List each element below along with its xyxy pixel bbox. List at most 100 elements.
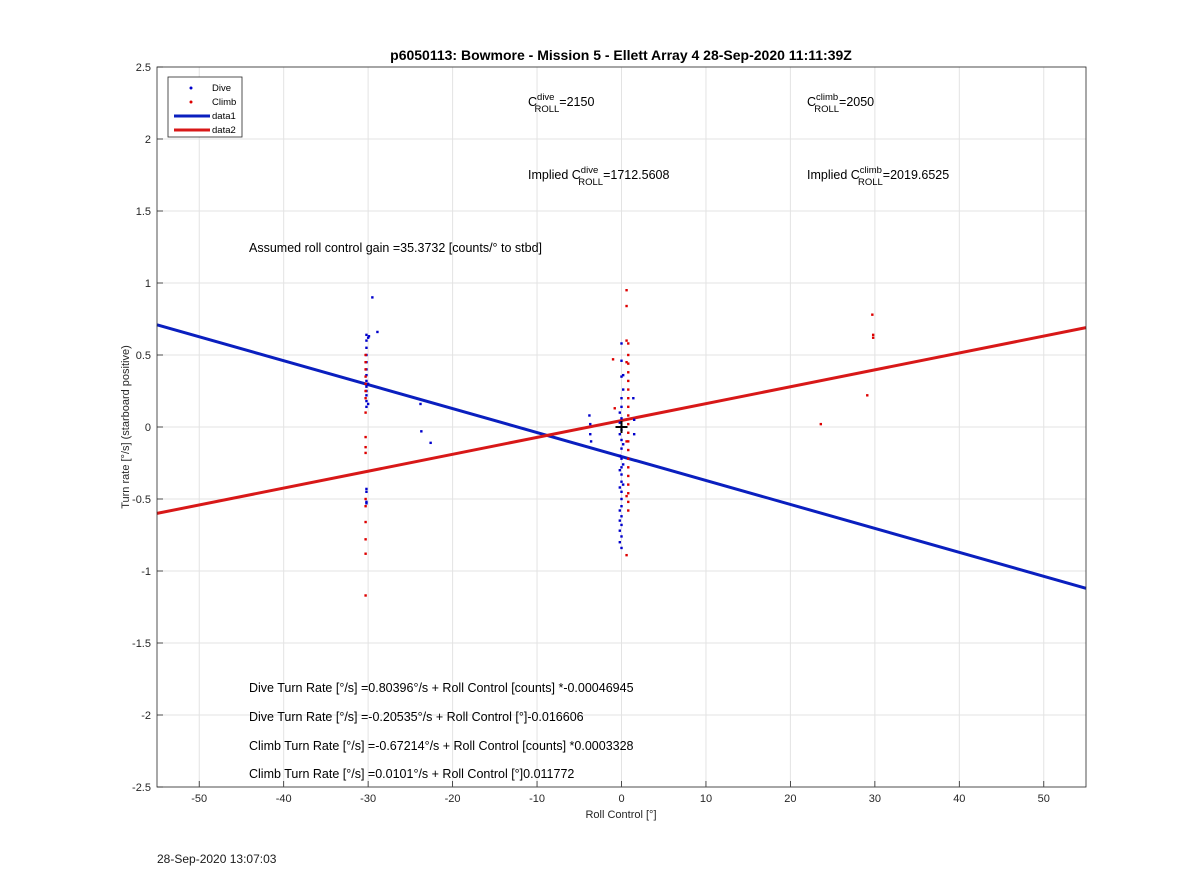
point-climb: [627, 397, 630, 400]
point-climb: [613, 407, 616, 410]
point-climb: [611, 358, 615, 361]
point-climb: [625, 494, 628, 498]
implied-c-roll-dive: Implied Cdive ROLL=1712.5608: [528, 165, 669, 188]
point-climb: [364, 520, 367, 524]
point-dive: [618, 509, 622, 512]
implied-c-roll-climb: Implied Cclimb ROLL=2019.6525: [807, 165, 949, 188]
x-tick-label: -20: [445, 793, 461, 805]
point-dive: [429, 441, 432, 445]
point-dive: [589, 440, 593, 443]
point-dive: [618, 433, 622, 436]
point-climb: [627, 466, 630, 469]
point-dive: [365, 379, 368, 383]
legend-marker-dive: [189, 86, 193, 90]
fit-line-data2: [156, 326, 1087, 515]
point-dive: [620, 397, 623, 400]
point-dive: [618, 411, 622, 414]
equation-climb-counts: Climb Turn Rate [°/s] =-0.67214°/s + Rol…: [249, 739, 634, 753]
point-climb: [627, 509, 630, 512]
point-dive: [371, 296, 374, 299]
point-dive: [620, 438, 623, 442]
point-climb: [364, 397, 367, 400]
point-dive: [365, 399, 368, 403]
point-dive: [620, 515, 623, 518]
point-climb: [627, 448, 630, 452]
point-dive: [365, 394, 368, 397]
data-points: [364, 289, 875, 597]
y-tick-label: -2: [141, 710, 151, 722]
legend-label-dive: Dive: [212, 83, 231, 94]
point-dive: [632, 418, 636, 421]
point-climb: [866, 394, 869, 397]
point-climb: [364, 497, 367, 501]
point-climb: [627, 422, 630, 426]
y-tick-label: 1.5: [136, 206, 151, 218]
x-tick-label: 20: [784, 793, 796, 805]
point-climb: [364, 411, 367, 414]
point-dive: [632, 397, 635, 400]
point-climb: [627, 353, 630, 357]
x-tick-label: 40: [953, 793, 965, 805]
y-tick-label: -2.5: [132, 782, 151, 794]
fit-line-data1: [156, 323, 1087, 590]
point-climb: [364, 353, 367, 357]
x-tick-label: 10: [700, 793, 712, 805]
point-dive: [621, 373, 625, 377]
y-tick-label: -1: [141, 566, 151, 578]
point-climb: [364, 445, 367, 449]
point-dive: [620, 359, 623, 362]
point-dive: [620, 447, 623, 450]
point-dive: [618, 486, 622, 489]
point-climb: [625, 361, 628, 364]
point-dive: [620, 375, 623, 378]
point-climb: [819, 422, 823, 426]
point-dive: [620, 497, 623, 501]
y-tick-label: 2.5: [136, 62, 151, 74]
point-dive: [620, 405, 623, 409]
point-dive: [618, 421, 622, 424]
point-dive: [620, 535, 623, 538]
point-climb: [364, 451, 367, 455]
y-axis-label: Turn rate [°/s] (starboard positive): [120, 345, 132, 509]
point-dive: [620, 457, 623, 460]
point-climb: [627, 457, 630, 460]
point-dive: [367, 335, 371, 338]
point-dive: [621, 463, 625, 466]
point-dive: [620, 480, 623, 483]
point-climb: [364, 552, 367, 555]
point-climb: [364, 389, 367, 393]
point-climb: [627, 362, 630, 365]
point-dive: [365, 385, 368, 388]
legend-label-data1: data1: [212, 111, 236, 122]
y-tick-label: 2: [145, 134, 151, 146]
point-dive: [620, 546, 623, 550]
y-tick-label: 0.5: [136, 350, 151, 362]
roll-gain-annotation: Assumed roll control gain =35.3732 [coun…: [249, 241, 542, 255]
point-climb: [364, 435, 367, 439]
point-dive: [365, 333, 368, 337]
point-climb: [364, 361, 367, 364]
point-climb: [364, 375, 367, 378]
equation-dive-degrees: Dive Turn Rate [°/s] =-0.20535°/s + Roll…: [249, 710, 584, 724]
point-dive: [618, 519, 622, 522]
point-dive: [618, 541, 622, 544]
point-climb: [627, 440, 630, 443]
point-climb: [627, 371, 630, 374]
x-tick-label: 0: [618, 793, 624, 805]
x-tick-label: -30: [360, 793, 376, 805]
fit-lines: [156, 323, 1087, 590]
point-dive: [621, 483, 625, 486]
point-dive: [419, 402, 422, 406]
point-dive: [365, 405, 368, 409]
point-dive: [376, 330, 379, 334]
point-dive: [589, 422, 592, 426]
point-dive: [620, 473, 623, 476]
point-dive: [620, 417, 623, 420]
point-dive: [618, 469, 622, 472]
c-roll-dive: Cdive ROLL=2150: [528, 92, 594, 115]
point-climb: [625, 339, 628, 342]
x-axis-label: Roll Control [°]: [585, 809, 656, 821]
point-climb: [364, 505, 367, 508]
point-dive: [365, 339, 368, 342]
c-roll-climb: Cclimb ROLL=2050: [807, 92, 874, 115]
